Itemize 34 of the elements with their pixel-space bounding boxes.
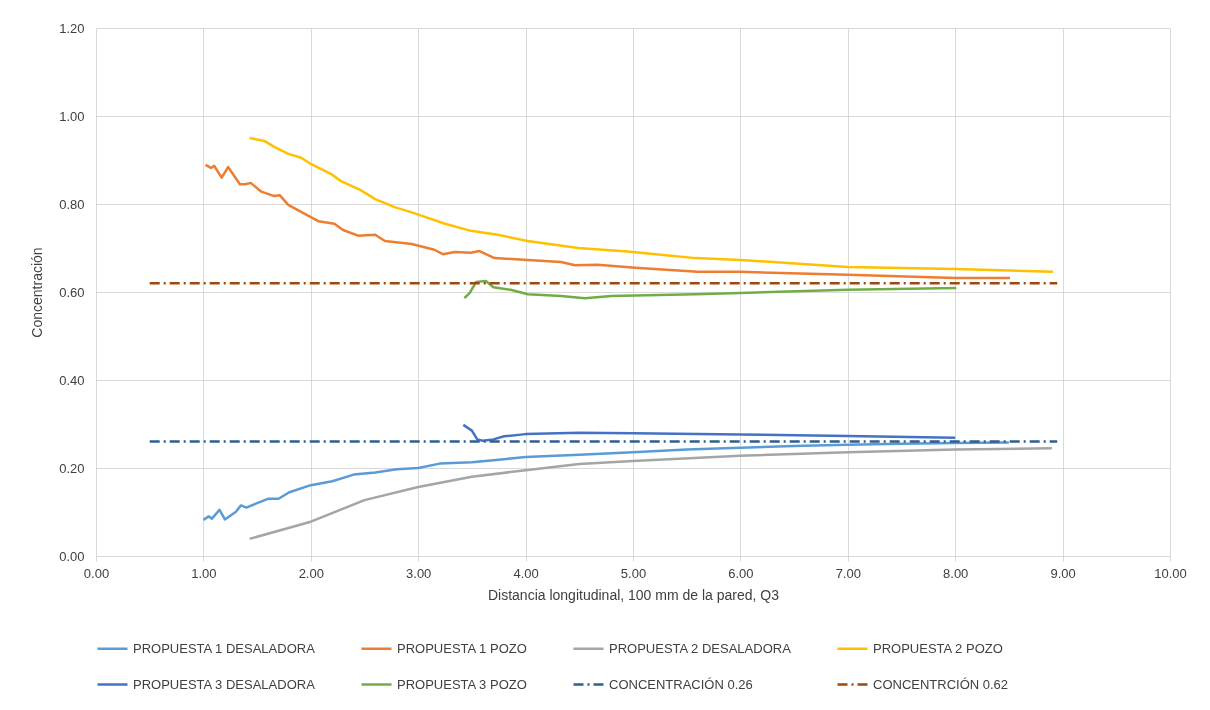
line-series [202, 441, 1011, 522]
line-series [204, 163, 1012, 280]
line-series [463, 279, 958, 300]
y-tick-label: 1.20 [59, 20, 85, 36]
x-tick-label: 2.00 [298, 565, 324, 581]
x-tick-label: 7.00 [835, 565, 861, 581]
x-tick-label: 10.00 [1154, 565, 1187, 581]
x-tick-label: 8.00 [943, 565, 969, 581]
line-series [248, 446, 1054, 541]
legend-label: PROPUESTA 3 DESALADORA [133, 676, 316, 692]
x-axis-title: Distancia longitudinal, 100 mm de la pared, Q3 [487, 586, 780, 603]
legend-label: CONCENTRCIÓN 0.62 [873, 676, 1009, 692]
legend-label: CONCENTRACIÓN 0.26 [609, 676, 753, 692]
line-series [462, 423, 957, 442]
legend-label: PROPUESTA 1 POZO [397, 640, 527, 656]
x-tick-label: 5.00 [620, 565, 647, 581]
legend-label: PROPUESTA 2 DESALADORA [609, 640, 792, 656]
y-tick-label: 0.60 [59, 284, 85, 300]
y-tick-label: 0.00 [59, 548, 85, 564]
y-axis-title: Concentración [29, 247, 46, 338]
x-tick-label: 4.00 [513, 565, 539, 581]
x-tick-label: 0.00 [83, 565, 110, 581]
line-series [248, 136, 1055, 274]
x-tick-label: 3.00 [406, 565, 432, 581]
x-tick-label: 6.00 [728, 565, 754, 581]
x-tick-label: 9.00 [1050, 565, 1076, 581]
y-tick-label: 1.00 [59, 108, 85, 124]
y-tick-label: 0.20 [59, 460, 85, 476]
legend-label: PROPUESTA 2 POZO [873, 640, 1003, 656]
x-tick-label: 1.00 [191, 565, 217, 581]
y-tick-label: 0.80 [59, 196, 85, 212]
legend-label: PROPUESTA 1 DESALADORA [133, 640, 316, 656]
y-tick-label: 0.40 [59, 372, 85, 388]
legend-label: PROPUESTA 3 POZO [397, 676, 527, 692]
